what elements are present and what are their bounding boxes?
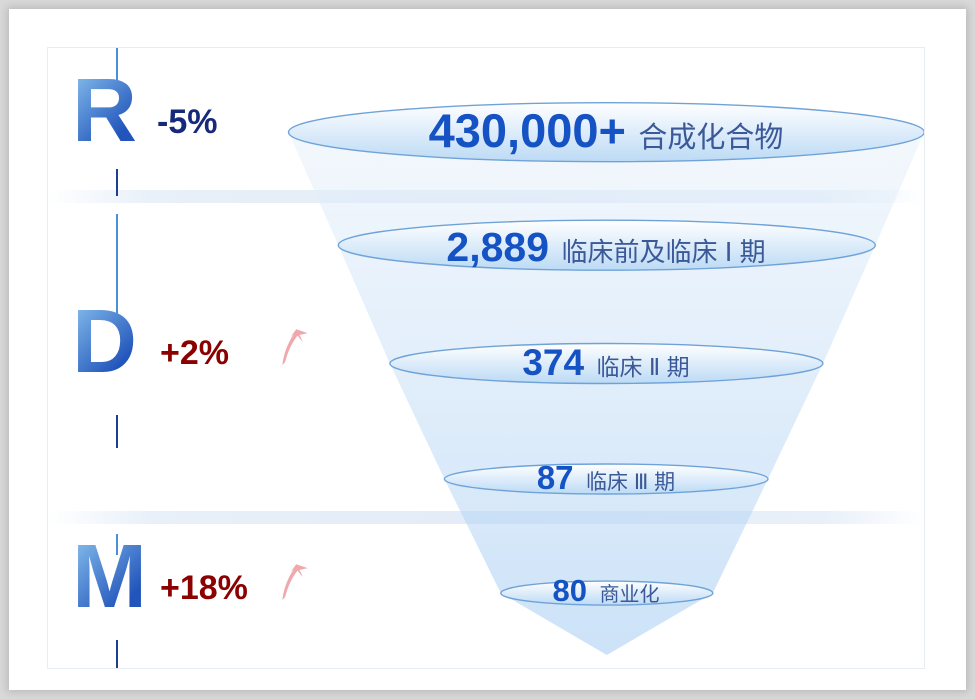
- svg-text:374 临床 Ⅱ 期: 374 临床 Ⅱ 期: [522, 342, 689, 383]
- svg-text:2,889 临床前及临床 Ⅰ 期: 2,889 临床前及临床 Ⅰ 期: [446, 224, 765, 270]
- svg-text:80 商业化: 80 商业化: [553, 573, 660, 608]
- svg-text:430,000+ 合成化合物: 430,000+ 合成化合物: [429, 104, 784, 157]
- svg-text:87 临床 Ⅲ 期: 87 临床 Ⅲ 期: [537, 459, 675, 496]
